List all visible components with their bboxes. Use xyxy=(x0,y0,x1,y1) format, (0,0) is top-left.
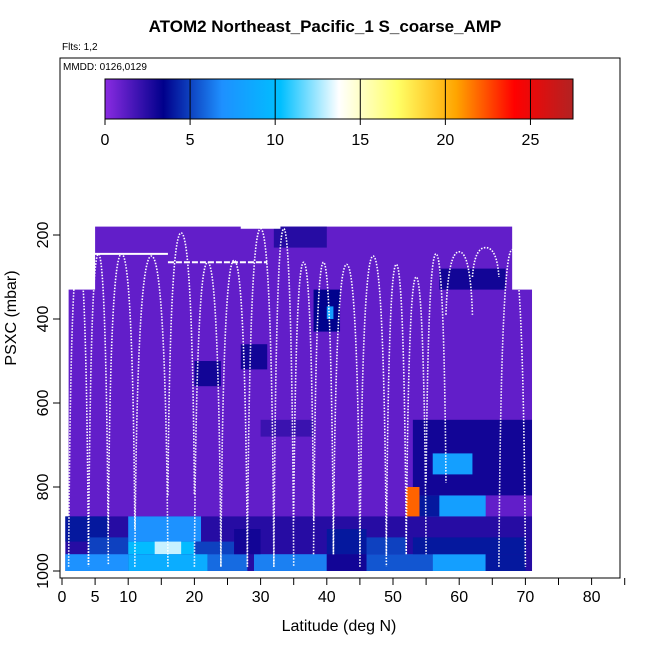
x-tick-label: 70 xyxy=(517,589,535,606)
flight-profile xyxy=(220,259,249,567)
heatmap-cell xyxy=(406,487,420,517)
heatmap-cell xyxy=(240,344,268,370)
y-tick-label: 800 xyxy=(35,474,52,501)
colorbar-tick-label: 20 xyxy=(436,132,454,149)
x-tick-label: 50 xyxy=(384,589,402,606)
colorbar-tick-label: 25 xyxy=(522,132,540,149)
flight-profile xyxy=(67,253,90,567)
heatmap-cell xyxy=(326,554,367,571)
flight-profile xyxy=(385,263,408,555)
flight-profile xyxy=(445,250,474,315)
heatmap-cell xyxy=(65,554,129,571)
flight-track-layer xyxy=(67,226,527,567)
heatmap-cell xyxy=(412,537,526,555)
flight-profile xyxy=(359,255,388,567)
heatmap-cell xyxy=(253,554,327,571)
heatmap-cell xyxy=(194,541,235,555)
y-tick-label: 200 xyxy=(35,222,52,249)
x-tick-label: 40 xyxy=(318,589,336,606)
heatmap-cell xyxy=(432,554,486,571)
x-tick-label: 0 xyxy=(58,589,67,606)
heatmap-cell xyxy=(128,516,202,542)
x-tick-label: 5 xyxy=(91,589,100,606)
mmdd-label: MMDD: 0126,0129 xyxy=(63,62,147,73)
x-axis: 0 5 10 20 30 40 50 60 70 80 xyxy=(58,578,626,606)
heatmap-cell xyxy=(194,361,221,387)
heatmap-cell xyxy=(207,554,248,571)
heatmap-cell xyxy=(260,419,314,437)
colorbar-tick-label: 0 xyxy=(101,132,110,149)
y-axis-label: PSXC (mbar) xyxy=(3,270,20,365)
heatmap-layer xyxy=(65,226,533,571)
y-axis: 200 400 600 800 1000 xyxy=(35,222,60,589)
heatmap-cell xyxy=(439,268,506,290)
y-tick-label: 600 xyxy=(35,390,52,417)
flight-profile xyxy=(292,261,315,521)
flight-profile xyxy=(405,276,427,555)
y-tick-label: 1000 xyxy=(35,553,52,589)
flight-profile xyxy=(425,253,447,483)
heatmap-cell xyxy=(432,453,473,475)
colorbar-tick-label: 15 xyxy=(351,132,369,149)
flight-profile xyxy=(498,248,527,567)
colorbar-ticks: 0 5 10 15 20 25 xyxy=(101,79,540,149)
chart-title: ATOM2 Northeast_Pacific_1 S_coarse_AMP xyxy=(148,17,502,36)
flight-profile xyxy=(167,232,196,496)
flight-profile xyxy=(332,263,361,555)
y-tick-label: 400 xyxy=(35,306,52,333)
flights-label: Flts: 1,2 xyxy=(62,42,98,53)
heatmap-cell xyxy=(273,226,327,248)
x-tick-label: 60 xyxy=(450,589,468,606)
heatmap-cell xyxy=(485,554,526,571)
x-tick-label: 10 xyxy=(119,589,137,606)
x-tick-label: 80 xyxy=(583,589,601,606)
x-axis-label: Latitude (deg N) xyxy=(282,618,397,635)
flight-profile xyxy=(471,246,500,278)
heatmap-cell xyxy=(326,306,334,319)
colorbar-tick-label: 5 xyxy=(186,132,195,149)
heatmap-cell xyxy=(366,554,433,571)
x-tick-label: 20 xyxy=(186,589,204,606)
colorbar xyxy=(104,78,574,120)
plot-frame xyxy=(59,57,621,579)
flight-profile xyxy=(246,227,275,567)
flight-profile xyxy=(134,255,169,567)
colorbar-tick-label: 10 xyxy=(266,132,284,149)
x-tick-label: 30 xyxy=(252,589,270,606)
heatmap-cell xyxy=(426,495,486,517)
flight-profile xyxy=(193,261,222,567)
